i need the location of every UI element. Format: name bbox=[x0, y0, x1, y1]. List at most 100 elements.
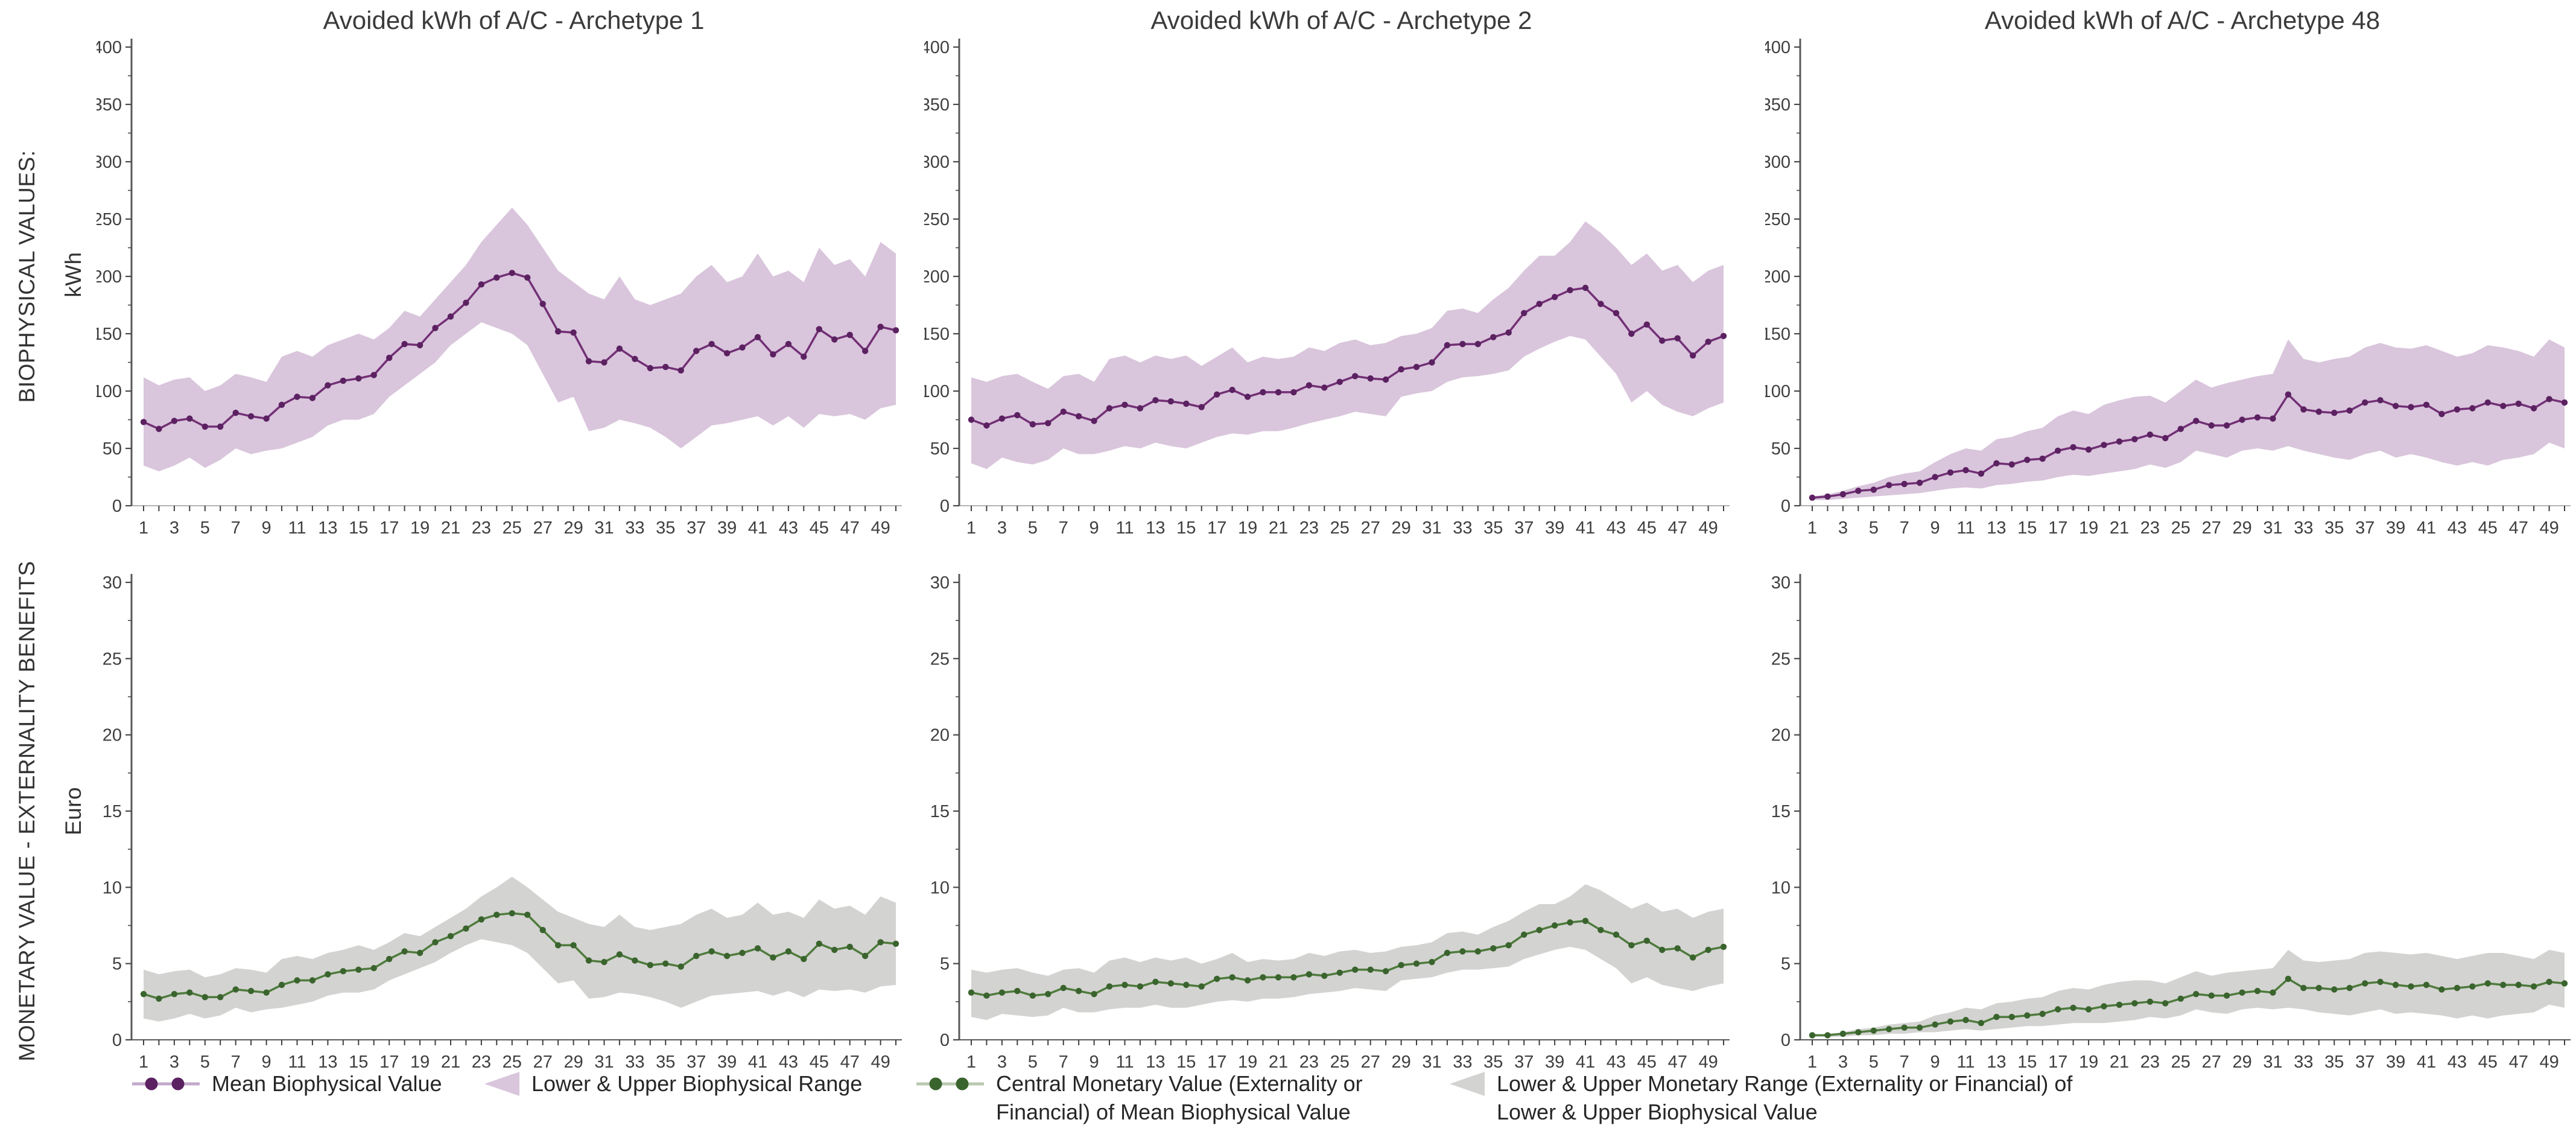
svg-text:35: 35 bbox=[656, 1052, 675, 1072]
svg-text:41: 41 bbox=[1576, 518, 1595, 538]
svg-text:33: 33 bbox=[2294, 1052, 2313, 1072]
axis-unit-euro: Euro bbox=[61, 786, 86, 836]
svg-text:30: 30 bbox=[103, 573, 122, 593]
legend-label: Lower & Upper Biophysical Range bbox=[531, 1071, 863, 1096]
svg-text:350: 350 bbox=[924, 95, 950, 115]
svg-text:15: 15 bbox=[103, 802, 122, 821]
svg-text:39: 39 bbox=[1545, 518, 1564, 538]
svg-text:20: 20 bbox=[930, 726, 950, 745]
svg-text:19: 19 bbox=[410, 1052, 430, 1072]
svg-text:47: 47 bbox=[840, 518, 860, 538]
svg-text:5: 5 bbox=[1869, 1052, 1879, 1072]
svg-text:37: 37 bbox=[2355, 1052, 2375, 1072]
svg-text:11: 11 bbox=[1115, 518, 1134, 538]
svg-text:37: 37 bbox=[687, 1052, 706, 1072]
svg-text:35: 35 bbox=[656, 518, 675, 538]
svg-text:49: 49 bbox=[2539, 518, 2559, 538]
svg-text:47: 47 bbox=[2509, 518, 2528, 538]
svg-text:43: 43 bbox=[779, 518, 798, 538]
svg-text:19: 19 bbox=[410, 518, 430, 538]
chart-biophysical-archetype-48: 1 3 5 7 9 11 13 15 17 19 21 23 25 27 29 31 33 35 37 39 41 43 4… bbox=[1765, 38, 2571, 538]
svg-text:41: 41 bbox=[748, 518, 767, 538]
svg-text:11: 11 bbox=[1956, 518, 1975, 538]
svg-text:50: 50 bbox=[930, 439, 950, 459]
legend-item-mean-biophysical: Mean Biophysical Value bbox=[130, 1069, 442, 1098]
svg-text:1: 1 bbox=[966, 518, 976, 538]
chart-monetary-archetype-2: 1 3 5 7 9 11 13 15 17 19 21 23 25 27 29 31 33 35 37 39 41 43 4… bbox=[930, 573, 1730, 1072]
svg-text:13: 13 bbox=[1987, 518, 2006, 538]
svg-text:15: 15 bbox=[2017, 518, 2037, 538]
svg-text:5: 5 bbox=[112, 955, 122, 974]
svg-text:100: 100 bbox=[1765, 382, 1791, 401]
svg-text:300: 300 bbox=[97, 153, 122, 172]
svg-text:33: 33 bbox=[1453, 1052, 1472, 1072]
svg-text:29: 29 bbox=[2232, 518, 2251, 538]
svg-text:21: 21 bbox=[441, 1052, 460, 1072]
svg-text:13: 13 bbox=[318, 518, 337, 538]
svg-text:9: 9 bbox=[262, 1052, 271, 1072]
svg-text:300: 300 bbox=[1765, 153, 1791, 172]
chart-title-archetype-1: Avoided kWh of A/C - Archetype 1 bbox=[323, 6, 705, 34]
svg-text:23: 23 bbox=[472, 518, 491, 538]
svg-text:7: 7 bbox=[1900, 518, 1909, 538]
svg-text:37: 37 bbox=[687, 518, 706, 538]
svg-text:0: 0 bbox=[940, 1031, 950, 1050]
svg-text:25: 25 bbox=[103, 649, 122, 669]
svg-text:21: 21 bbox=[2110, 518, 2129, 538]
svg-text:15: 15 bbox=[349, 518, 368, 538]
svg-text:43: 43 bbox=[1607, 518, 1626, 538]
svg-text:3: 3 bbox=[1838, 1052, 1848, 1072]
svg-text:7: 7 bbox=[1900, 1052, 1909, 1072]
svg-text:19: 19 bbox=[2079, 1052, 2098, 1072]
band-swatch-gray-icon bbox=[1450, 1072, 1485, 1096]
line-dots-purple-icon bbox=[132, 1077, 200, 1091]
svg-text:17: 17 bbox=[2048, 518, 2067, 538]
svg-text:1: 1 bbox=[139, 518, 148, 538]
svg-text:100: 100 bbox=[97, 382, 122, 401]
svg-text:49: 49 bbox=[871, 1052, 890, 1072]
svg-text:47: 47 bbox=[2509, 1052, 2528, 1072]
svg-text:49: 49 bbox=[1698, 1052, 1718, 1072]
svg-text:29: 29 bbox=[1391, 518, 1410, 538]
svg-text:5: 5 bbox=[1028, 518, 1038, 538]
chart-monetary-archetype-48: 1 3 5 7 9 11 13 15 17 19 21 23 25 27 29 31 33 35 37 39 41 43 4… bbox=[1771, 573, 2571, 1072]
svg-text:19: 19 bbox=[1238, 518, 1257, 538]
svg-text:27: 27 bbox=[2202, 518, 2221, 538]
row-label-monetary: MONETARY VALUE - EXTERNALITY BENEFITS bbox=[14, 561, 39, 1062]
chart-title-archetype-48: Avoided kWh of A/C - Archetype 48 bbox=[1984, 6, 2381, 34]
svg-text:5: 5 bbox=[1781, 955, 1791, 974]
svg-text:25: 25 bbox=[2171, 518, 2191, 538]
svg-text:100: 100 bbox=[924, 382, 950, 401]
svg-text:45: 45 bbox=[1637, 518, 1657, 538]
svg-text:0: 0 bbox=[940, 497, 950, 516]
svg-text:200: 200 bbox=[97, 267, 122, 287]
svg-text:150: 150 bbox=[924, 325, 950, 344]
svg-text:10: 10 bbox=[1771, 878, 1791, 897]
svg-text:37: 37 bbox=[1514, 1052, 1534, 1072]
svg-text:300: 300 bbox=[924, 153, 950, 172]
svg-text:25: 25 bbox=[1330, 1052, 1350, 1072]
svg-text:29: 29 bbox=[563, 1052, 583, 1072]
svg-text:43: 43 bbox=[1607, 1052, 1626, 1072]
legend: Mean Biophysical Value Lower & Upper Bio… bbox=[0, 1069, 2576, 1140]
svg-text:250: 250 bbox=[1765, 210, 1791, 229]
legend-item-monetary-range: Lower & Upper Monetary Range (Externalit… bbox=[1445, 1069, 2124, 1126]
svg-text:0: 0 bbox=[112, 1031, 122, 1050]
svg-text:27: 27 bbox=[1361, 518, 1380, 538]
svg-text:9: 9 bbox=[1930, 518, 1940, 538]
svg-text:400: 400 bbox=[1765, 38, 1791, 57]
chart-biophysical-archetype-1: 1 3 5 7 9 11 13 15 17 19 21 23 25 27 29 31 33 35 37 39 41 43 4… bbox=[97, 38, 902, 538]
svg-text:350: 350 bbox=[97, 95, 122, 115]
chart-title-archetype-2: Avoided kWh of A/C - Archetype 2 bbox=[1150, 6, 1532, 34]
svg-text:9: 9 bbox=[262, 518, 271, 538]
svg-text:150: 150 bbox=[1765, 325, 1791, 344]
svg-text:200: 200 bbox=[1765, 267, 1791, 287]
legend-label: Mean Biophysical Value bbox=[212, 1071, 442, 1096]
svg-text:9: 9 bbox=[1930, 1052, 1940, 1072]
svg-text:13: 13 bbox=[1146, 1052, 1165, 1072]
svg-text:250: 250 bbox=[924, 210, 950, 229]
svg-text:33: 33 bbox=[2294, 518, 2313, 538]
svg-text:31: 31 bbox=[1422, 518, 1441, 538]
svg-text:1: 1 bbox=[1807, 1052, 1817, 1072]
